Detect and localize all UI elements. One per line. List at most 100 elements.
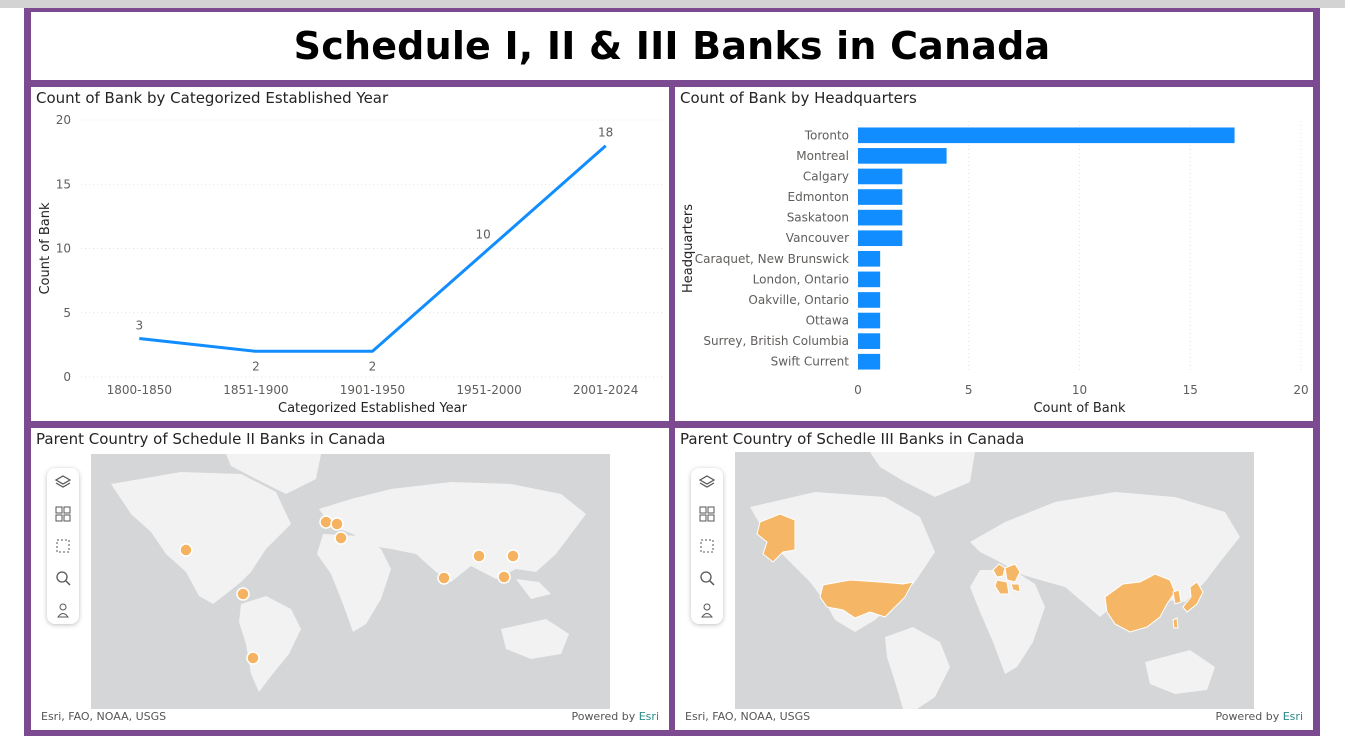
map-schedule-ii-title: Parent Country of Schedule II Banks in C…	[36, 430, 386, 448]
marker-taiwan[interactable]	[497, 570, 511, 584]
fill-alaska[interactable]	[756, 513, 796, 563]
x-tick-label: 20	[1293, 383, 1308, 397]
world-map-schedule-iii[interactable]	[735, 452, 1254, 709]
bar	[858, 209, 903, 226]
bar	[858, 292, 881, 308]
x-tick-label: 5	[965, 383, 973, 397]
x-tick-label: 15	[1183, 383, 1198, 397]
y-tick-label: 15	[56, 177, 71, 191]
y-tick-label: Saskatoon	[787, 211, 849, 225]
zoom-icon[interactable]	[55, 570, 71, 586]
y-tick-label: Calgary	[803, 169, 849, 183]
data-label: 2	[369, 359, 377, 373]
marker-europe-2[interactable]	[330, 517, 344, 531]
bar	[858, 353, 881, 370]
x-tick-label: 10	[1072, 383, 1087, 397]
fill-korea[interactable]	[1172, 589, 1182, 605]
marker-venezuela[interactable]	[236, 587, 250, 601]
powered-by: Powered by Esri	[1215, 710, 1303, 723]
series-line	[139, 144, 607, 353]
map-schedule-iii-visual[interactable]: Parent Country of Schedle III Banks in C…	[675, 428, 1313, 730]
fill-china[interactable]	[1104, 573, 1176, 633]
layers-icon[interactable]	[55, 474, 71, 490]
bar	[858, 148, 947, 164]
bar	[858, 333, 881, 349]
fill-netherlands[interactable]	[992, 563, 1006, 578]
bar	[858, 189, 903, 205]
map-toolbar	[47, 468, 79, 624]
powered-by-label: Powered by	[1215, 710, 1280, 723]
bar	[858, 127, 1235, 144]
bar	[858, 230, 903, 247]
x-tick-label: 0	[854, 383, 862, 397]
x-axis-title: Count of Bank	[1033, 401, 1126, 416]
layers-icon[interactable]	[699, 474, 715, 490]
fill-switzerland[interactable]	[1010, 583, 1021, 593]
y-tick-label: Surrey, British Columbia	[703, 334, 849, 348]
y-tick-label: 5	[63, 306, 71, 320]
y-tick-label: Ottawa	[806, 314, 849, 328]
map-attribution: Esri, FAO, NOAA, USGS	[41, 710, 167, 723]
line-chart-title: Count of Bank by Categorized Established…	[36, 89, 389, 107]
zoom-icon[interactable]	[699, 570, 715, 586]
esri-link[interactable]: Esri	[638, 710, 659, 723]
esri-link[interactable]: Esri	[1282, 710, 1303, 723]
bar-chart-visual[interactable]: Count of Bank by Headquarters 0 5 10 15 20 To…	[675, 87, 1313, 421]
y-tick-label: Vancouver	[786, 231, 849, 245]
data-label: 3	[135, 318, 143, 332]
map-attribution: Esri, FAO, NOAA, USGS	[685, 710, 811, 723]
fill-france[interactable]	[994, 579, 1010, 595]
map-schedule-iii-title: Parent Country of Schedle III Banks in C…	[680, 430, 1025, 448]
marker-china[interactable]	[472, 549, 486, 563]
x-tick-label: 1851-1900	[223, 383, 288, 397]
powered-by: Powered by Esri	[571, 710, 659, 723]
top-strip	[0, 0, 1345, 8]
fill-japan[interactable]	[1182, 581, 1204, 613]
marker-europe-3[interactable]	[334, 531, 348, 545]
x-axis-title: Categorized Established Year	[278, 401, 468, 416]
qr-select-icon[interactable]	[699, 506, 715, 522]
line-chart-visual[interactable]: Count of Bank by Categorized Established…	[31, 87, 669, 421]
rect-select-icon[interactable]	[55, 538, 71, 554]
y-axis-title: Headquarters	[681, 204, 696, 293]
powered-by-label: Powered by	[571, 710, 636, 723]
marker-europe-1[interactable]	[319, 515, 333, 529]
y-tick-label: 10	[56, 242, 71, 256]
x-tick-label: 1951-2000	[456, 383, 521, 397]
marker-india[interactable]	[437, 571, 451, 585]
x-tick-label: 2001-2024	[573, 383, 638, 397]
map-toolbar	[691, 468, 723, 624]
fill-taiwan[interactable]	[1172, 617, 1179, 629]
line-chart-svg: 0 5 10 15 20 1800-1850 1851-1900 1901-1950 1951-…	[38, 113, 664, 416]
bank-markers	[179, 515, 520, 665]
marker-japan-korea[interactable]	[506, 549, 520, 563]
y-axis-title: Count of Bank	[38, 202, 53, 295]
marker-brazil[interactable]	[246, 651, 260, 665]
data-label: 2	[252, 359, 260, 373]
map-schedule-ii-visual[interactable]: Parent Country of Schedule II Banks in C…	[31, 428, 669, 730]
data-label: 10	[475, 228, 490, 242]
bar	[858, 312, 881, 329]
y-tick-label: Oakville, Ontario	[748, 293, 849, 307]
person-icon[interactable]	[55, 602, 71, 618]
bar	[858, 271, 881, 288]
country-fills	[756, 513, 1204, 633]
title-panel: Schedule I, II & III Banks in Canada	[31, 12, 1313, 80]
person-icon[interactable]	[699, 602, 715, 618]
y-tick-label: Swift Current	[771, 355, 850, 369]
y-tick-label: Edmonton	[788, 190, 850, 204]
y-tick-label: Toronto	[804, 128, 849, 142]
qr-select-icon[interactable]	[55, 506, 71, 522]
bar-chart-svg: 0 5 10 15 20 Toronto Montreal Calgary Edmonton Sa…	[681, 121, 1309, 416]
rect-select-icon[interactable]	[699, 538, 715, 554]
y-tick-label: Montreal	[796, 149, 849, 163]
world-map-schedule-ii[interactable]	[91, 454, 610, 709]
bar	[858, 168, 903, 185]
bar	[858, 250, 881, 267]
marker-united-states[interactable]	[179, 543, 193, 557]
y-tick-label: Caraquet, New Brunswick	[695, 252, 849, 266]
y-tick-label: 20	[56, 113, 71, 127]
fill-germany[interactable]	[1004, 563, 1021, 583]
bar-chart-title: Count of Bank by Headquarters	[680, 89, 917, 107]
fill-united-states[interactable]	[819, 579, 914, 619]
